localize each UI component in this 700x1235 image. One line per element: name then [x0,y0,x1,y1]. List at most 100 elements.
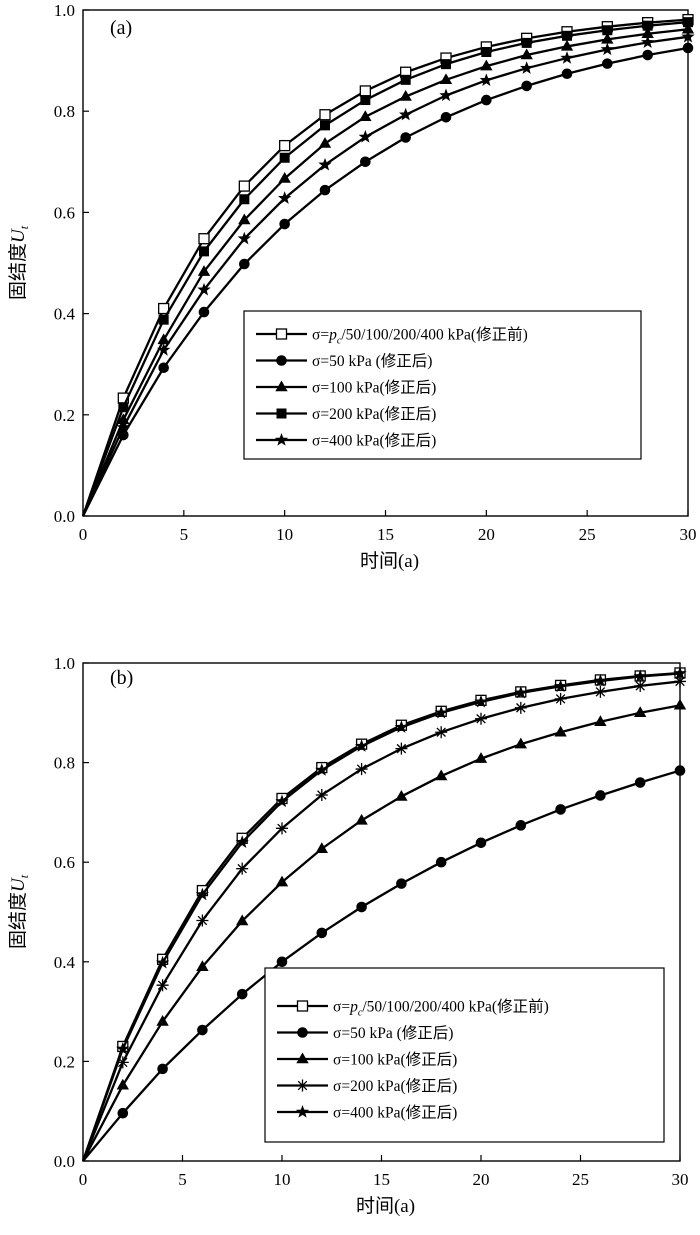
legend-label: σ=50 kPa (修正后) [333,1024,453,1042]
data-point-marker [400,74,411,85]
panel-label: (b) [110,667,133,689]
data-point-marker [520,61,534,74]
data-point-marker [434,705,448,719]
data-point-marker [634,777,646,788]
data-point-marker [318,137,332,148]
data-point-marker [554,692,567,705]
y-tick-label: 0.8 [54,102,75,121]
data-point-marker [595,790,606,801]
series-3 [81,17,693,517]
x-tick-label: 15 [373,1170,390,1189]
legend-marker [295,1105,310,1118]
x-tick-label: 25 [572,1170,589,1189]
legend-label-prefix: σ= [312,327,329,344]
chart-panel-a: 0 5 10 15 20 25 30 0.0 0.2 0.4 0.6 0.8 1.0 时间(a) 固结度Ut… [7,1,697,572]
series-line [81,46,689,517]
data-point-marker [520,48,533,60]
legend-marker [296,1079,309,1092]
data-point-marker [156,979,169,992]
data-point-marker [315,763,329,776]
data-point-marker [278,191,292,204]
data-point-marker [236,862,249,875]
data-point-marker [239,258,250,270]
series-4 [81,29,695,517]
legend-label-subscript: c [358,1008,363,1019]
data-point-marker [514,737,527,749]
legend-label: σ=200 kPa(修正后) [333,1077,457,1095]
data-point-marker [319,184,331,196]
data-point-marker [116,1041,130,1055]
data-point-marker [196,960,209,972]
legend-box [264,967,665,1143]
data-point-marker [116,1056,129,1069]
x-tick-label: 10 [274,1170,291,1189]
y-tick-label: 1.0 [54,1,75,20]
data-point-marker [156,1015,169,1026]
data-point-marker [318,157,332,171]
data-point-marker [602,25,613,36]
data-point-marker [356,901,367,913]
data-point-marker [320,120,330,131]
data-point-marker [600,42,614,56]
legend-label: σ=400 kPa(修正后) [312,432,436,450]
data-point-marker [479,73,493,86]
data-point-marker [275,794,289,808]
data-point-marker [198,233,210,245]
data-point-marker [681,22,695,34]
data-point-marker [158,302,170,315]
legend-label: σ=50 kPa (修正后) [312,352,432,370]
legend-marker [275,328,288,340]
data-point-marker [633,669,647,683]
data-point-marker [118,402,129,413]
data-point-marker [278,171,291,183]
x-tick-label: 0 [79,525,88,544]
legend-marker [276,355,287,366]
legend-label: σ=100 kPa(修正后) [333,1051,457,1069]
data-point-marker [435,856,447,868]
x-tick-label: 0 [79,1170,88,1189]
data-point-marker [440,111,452,123]
legend-marker [275,380,288,392]
data-point-marker [521,37,532,48]
series-2 [81,22,695,517]
data-point-marker [157,333,170,345]
series-line [81,28,689,517]
data-point-marker [396,878,407,889]
data-point-marker [116,420,130,434]
data-point-marker [435,726,448,739]
data-point-marker [276,822,288,835]
chart-panel-b: 0 5 10 15 20 25 30 0.0 0.2 0.4 0.6 0.8 1.0 时间(a) 固结度Ut… [7,654,689,1217]
legend-label-subscript: c [337,336,342,347]
data-point-marker [394,720,409,733]
legend-marker [276,408,287,419]
y-axis-title-text: 固结度 [7,243,29,300]
data-point-marker [359,85,371,97]
data-point-marker [276,956,288,968]
x-tick-label: 5 [180,525,189,544]
data-point-marker [315,842,328,853]
data-point-marker [158,362,169,374]
data-point-marker [641,27,654,39]
data-point-marker [238,180,250,192]
y-tick-label: 0.4 [54,953,76,972]
legend: σ=pc/50/100/200/400 kPa(修正前) σ=50 kPa (修正… [264,967,665,1143]
data-point-marker [198,306,210,318]
legend-label: σ=200 kPa(修正后) [312,405,436,423]
data-point-marker [642,49,653,61]
y-axis-title-subscript: t [17,225,31,229]
data-point-marker [553,679,568,693]
data-point-marker [601,32,614,44]
data-point-marker [197,1024,208,1036]
legend-label: σ=400 kPa(修正后) [333,1104,457,1122]
data-point-marker [481,46,492,57]
y-tick-label: 0.6 [54,853,75,872]
data-point-marker [157,343,171,356]
legend-label: σ=pc/50/100/200/400 kPa(修正前) [312,326,528,347]
legend-marker [296,1000,309,1012]
data-point-marker [395,789,408,801]
data-point-marker [474,752,488,763]
legend: σ=pc/50/100/200/400 kPa(修正前) σ=50 kPa (修正… [243,310,642,460]
data-point-marker [158,314,169,325]
panel-label: (a) [110,17,132,39]
